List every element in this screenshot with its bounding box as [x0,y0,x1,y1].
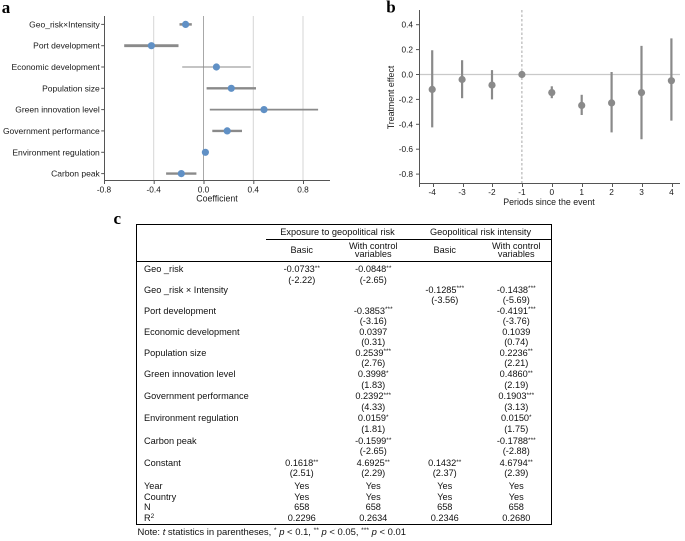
svg-text:-0.2: -0.2 [399,94,414,104]
svg-text:3: 3 [639,187,644,197]
svg-text:0.4: 0.4 [248,185,260,195]
svg-text:0.0: 0.0 [401,70,413,80]
svg-text:-0.8: -0.8 [399,169,414,179]
svg-text:4: 4 [669,187,674,197]
svg-text:-2: -2 [488,187,496,197]
svg-text:Carbon peak: Carbon peak [51,169,100,179]
svg-text:-0.8: -0.8 [97,185,112,195]
svg-text:0.2: 0.2 [401,45,413,55]
svg-text:0: 0 [549,187,554,197]
svg-text:0.0: 0.0 [198,185,210,195]
svg-text:Port development: Port development [33,41,100,51]
svg-text:-3: -3 [458,187,466,197]
svg-text:b: b [386,0,395,17]
svg-text:2: 2 [609,187,614,197]
svg-text:Treatment effect: Treatment effect [386,65,396,129]
svg-text:Government performance: Government performance [3,126,100,136]
svg-text:-0.4: -0.4 [399,119,414,129]
svg-text:0.8: 0.8 [297,185,309,195]
svg-text:1: 1 [579,187,584,197]
svg-text:a: a [2,0,11,17]
svg-text:Periods since the event: Periods since the event [503,197,595,207]
svg-text:0.4: 0.4 [401,20,413,30]
svg-text:Green innovation level: Green innovation level [15,105,100,115]
svg-text:Environment regulation: Environment regulation [12,147,100,157]
svg-text:-1: -1 [518,187,526,197]
svg-text:Coefficient: Coefficient [196,194,238,204]
svg-text:-0.4: -0.4 [147,185,162,195]
svg-text:-4: -4 [429,187,437,197]
svg-text:Economic development: Economic development [11,62,100,72]
svg-text:Population size: Population size [42,83,100,93]
svg-text:-0.6: -0.6 [399,144,414,154]
svg-text:Geo_risk×Intensity: Geo_risk×Intensity [29,19,100,29]
